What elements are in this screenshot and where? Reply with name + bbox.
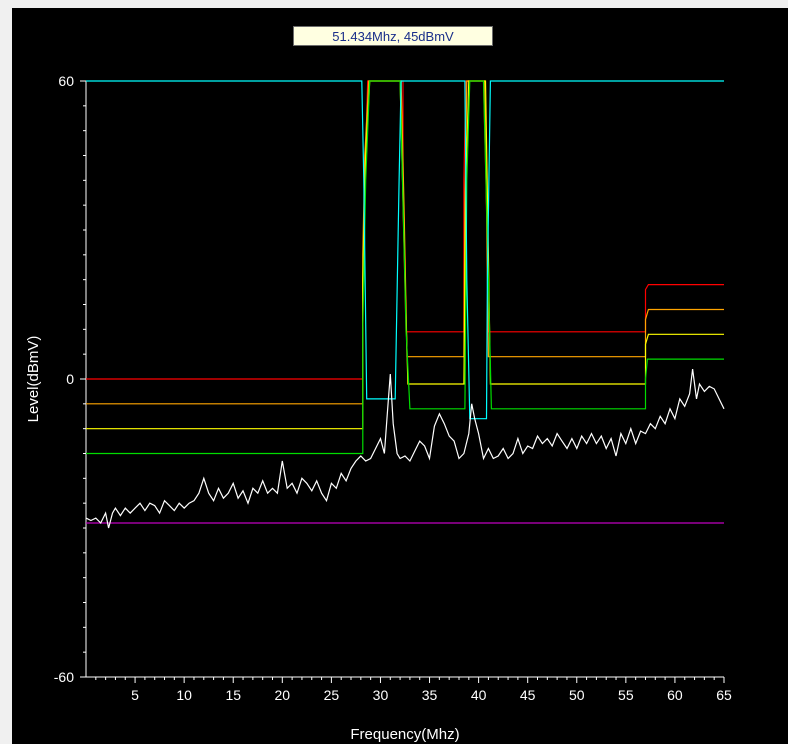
x-tick-label: 20 bbox=[275, 687, 291, 703]
y-axis-label: Level(dBmV) bbox=[25, 336, 42, 423]
series-line-1 bbox=[86, 80, 724, 405]
cursor-readout: 51.434Mhz, 45dBmV bbox=[293, 26, 493, 46]
x-tick-label: 55 bbox=[618, 687, 634, 703]
series-line-6 bbox=[85, 369, 725, 529]
x-tick-label: 50 bbox=[569, 687, 585, 703]
y-ticks: -60 0 60 bbox=[54, 73, 86, 685]
x-ticks: 5 10 15 20 25 30 35 40 45 50 55 60 65 bbox=[131, 677, 732, 703]
series-line-4 bbox=[86, 80, 724, 420]
x-tick-label: 30 bbox=[373, 687, 389, 703]
x-tick-label: 15 bbox=[225, 687, 241, 703]
y-tick-label: -60 bbox=[54, 669, 74, 685]
y-tick-label: 0 bbox=[66, 371, 74, 387]
minor-ticks bbox=[83, 105, 715, 680]
x-tick-label: 45 bbox=[520, 687, 536, 703]
x-tick-label: 40 bbox=[471, 687, 487, 703]
x-axis-label: Frequency(Mhz) bbox=[350, 726, 459, 743]
series-line-3 bbox=[86, 80, 724, 455]
x-tick-label: 10 bbox=[176, 687, 192, 703]
x-tick-label: 5 bbox=[131, 687, 139, 703]
y-tick-label: 60 bbox=[58, 73, 74, 89]
x-tick-label: 65 bbox=[716, 687, 732, 703]
x-tick-label: 25 bbox=[324, 687, 340, 703]
x-tick-label: 60 bbox=[667, 687, 683, 703]
x-tick-label: 35 bbox=[422, 687, 438, 703]
series-group bbox=[85, 80, 725, 529]
